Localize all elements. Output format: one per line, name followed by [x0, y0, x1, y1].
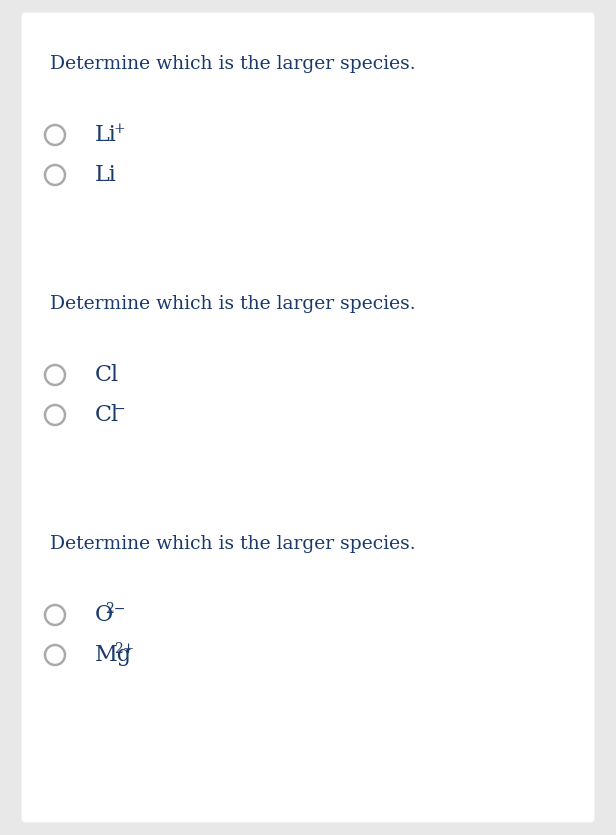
Text: +: + [113, 122, 125, 136]
Text: Cl: Cl [95, 404, 119, 426]
Text: O: O [95, 604, 113, 626]
Text: Li: Li [95, 124, 117, 146]
Text: −: − [113, 402, 125, 416]
Text: Mg: Mg [95, 644, 132, 666]
Text: Determine which is the larger species.: Determine which is the larger species. [50, 295, 416, 313]
Text: 2+: 2+ [113, 642, 134, 656]
Text: Determine which is the larger species.: Determine which is the larger species. [50, 55, 416, 73]
Text: Determine which is the larger species.: Determine which is the larger species. [50, 535, 416, 553]
Text: Cl: Cl [95, 364, 119, 386]
Text: Li: Li [95, 164, 117, 186]
Text: 2−: 2− [105, 602, 125, 616]
